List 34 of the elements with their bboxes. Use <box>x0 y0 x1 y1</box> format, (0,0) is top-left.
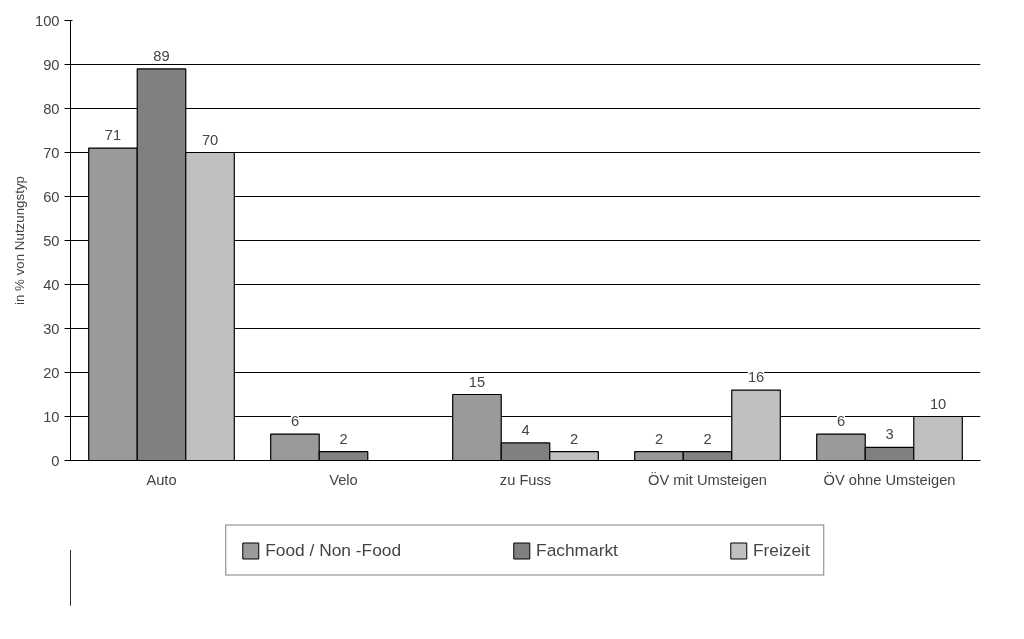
y-tick-label: 100 <box>35 12 60 29</box>
data-label: 6 <box>836 413 846 430</box>
x-tick-label: Auto <box>146 471 177 488</box>
x-tick-label: ÖV mit Umsteigen <box>648 470 767 488</box>
data-label: 2 <box>339 430 348 447</box>
data-label: 2 <box>654 430 664 447</box>
data-label: 6 <box>290 413 300 430</box>
data-label: 70 <box>201 131 219 148</box>
y-tick-label: 0 <box>51 452 60 469</box>
legend-label: Fachmarkt <box>536 539 618 561</box>
y-tick-label: 20 <box>43 364 60 381</box>
data-label: 15 <box>468 373 486 390</box>
y-tick-label: 70 <box>43 144 60 161</box>
data-label: 4 <box>521 421 530 438</box>
y-tick-label: 30 <box>43 320 60 337</box>
y-tick-label: 40 <box>43 276 60 293</box>
y-tick-label: 60 <box>43 188 60 205</box>
y-tick-label: 80 <box>43 100 60 117</box>
legend-label: Freizeit <box>752 539 810 561</box>
data-label: 89 <box>153 47 170 64</box>
y-axis-title: in % von Nutzungstyp <box>12 176 28 305</box>
y-tick-label: 10 <box>43 408 60 425</box>
y-tick-label: 50 <box>43 232 60 249</box>
data-label: 71 <box>104 127 122 144</box>
x-tick-label: zu Fuss <box>499 471 552 488</box>
data-label: 16 <box>747 369 765 386</box>
x-tick-label: ÖV ohne Umsteigen <box>823 470 956 488</box>
data-label: 2 <box>569 430 579 447</box>
y-tick-label: 90 <box>43 56 60 73</box>
data-label: 10 <box>929 395 947 412</box>
data-label: 3 <box>885 426 894 443</box>
data-label: 2 <box>703 430 712 447</box>
x-tick-label: Velo <box>329 471 358 488</box>
legend-label: Food / Non -Food <box>265 539 402 561</box>
